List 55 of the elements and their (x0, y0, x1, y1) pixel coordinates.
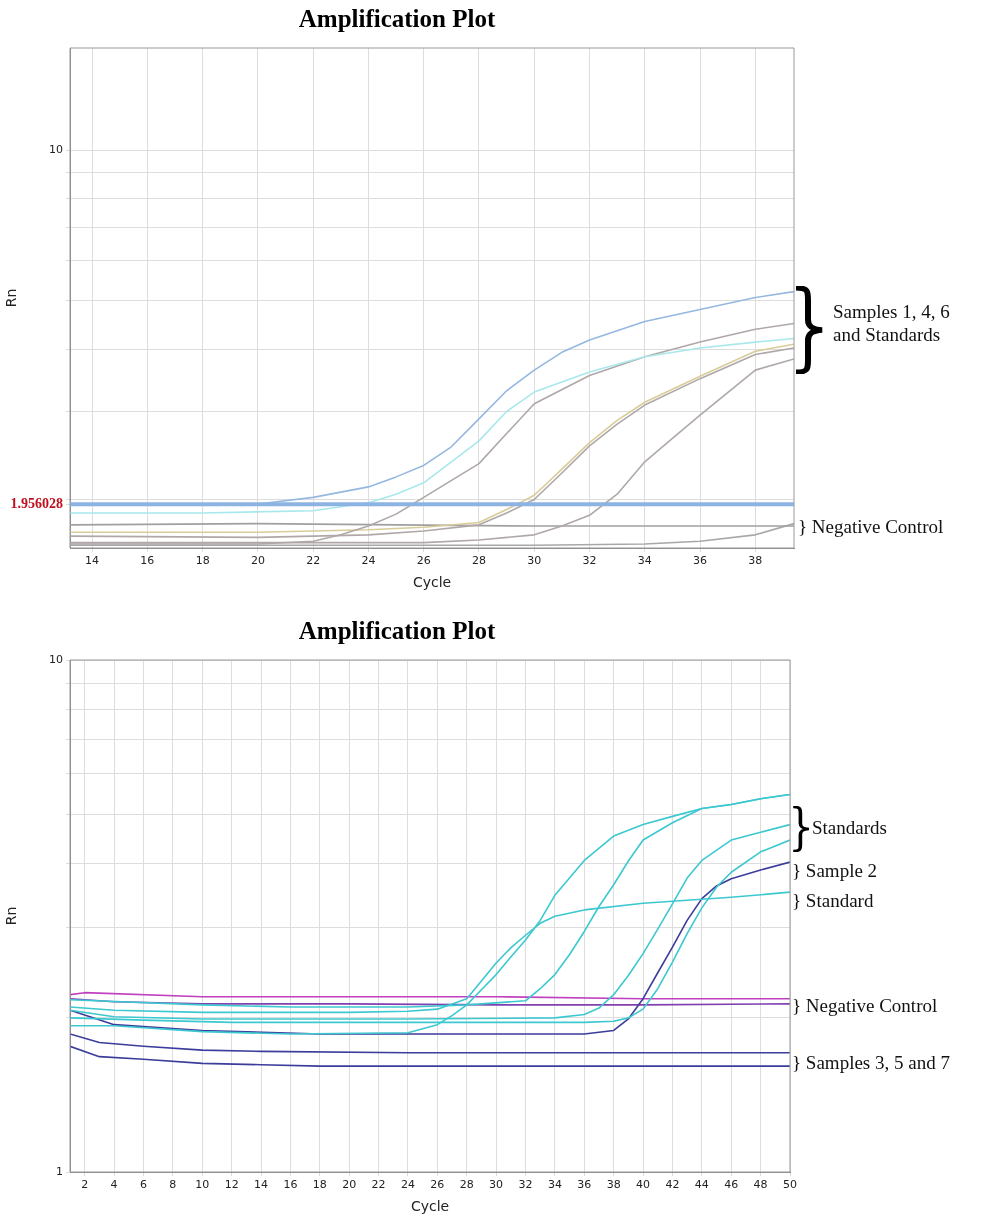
text: Standards (812, 816, 887, 839)
x-tick-label: 4 (110, 1178, 118, 1192)
x-tick-label: 28 (471, 554, 486, 568)
y-tick-label: 10 (49, 142, 63, 156)
x-tick-label: 30 (527, 554, 542, 568)
y-axis-title: Rn (3, 288, 20, 308)
x-tick-label: 32 (582, 554, 597, 568)
x-tick-label: 22 (306, 554, 321, 568)
x-tick-label: 48 (753, 1178, 768, 1192)
x-tick-label: 18 (312, 1178, 327, 1192)
x-tick-label: 50 (783, 1178, 797, 1192)
text: } Sample 2 (792, 859, 878, 882)
x-tick-label: 20 (342, 1178, 357, 1192)
x-tick-label: 24 (400, 1178, 415, 1192)
chart-title: Amplification Plot (298, 617, 496, 645)
x-tick-label: 44 (694, 1178, 709, 1192)
text: Samples 1, 4, 6 and Standards (833, 300, 951, 346)
x-tick-label: 18 (195, 554, 210, 568)
x-tick-label: 12 (224, 1178, 239, 1192)
x-axis-title: Cycle (412, 574, 452, 591)
y-tick-label: 1.956028 (10, 495, 63, 511)
x-tick-label: 2 (81, 1178, 89, 1192)
x-tick-label: 6 (139, 1178, 147, 1192)
x-tick-label: 38 (606, 1178, 621, 1192)
x-axis-title: Cycle (410, 1198, 450, 1215)
x-tick-label: 14 (254, 1178, 269, 1192)
x-tick-label: 36 (693, 554, 708, 568)
x-tick-label: 30 (489, 1178, 504, 1192)
x-tick-label: 32 (518, 1178, 533, 1192)
x-tick-label: 8 (169, 1178, 177, 1192)
y-tick-label: 10 (49, 652, 63, 666)
x-tick-label: 26 (430, 1178, 445, 1192)
x-tick-label: 22 (371, 1178, 386, 1192)
chart-title: Amplification Plot (298, 5, 496, 33)
x-tick-label: 24 (361, 554, 376, 568)
x-tick-label: 38 (748, 554, 763, 568)
x-tick-label: 40 (636, 1178, 651, 1192)
x-tick-label: 14 (85, 554, 100, 568)
text: } Samples 3, 5 and 7 (792, 1051, 950, 1074)
x-tick-label: 34 (547, 1178, 562, 1192)
x-tick-label: 34 (637, 554, 652, 568)
x-tick-label: 20 (250, 554, 265, 568)
text: } Negative Control (792, 994, 938, 1017)
x-tick-label: 36 (577, 1178, 592, 1192)
x-tick-label: 16 (283, 1178, 298, 1192)
x-tick-label: 10 (195, 1178, 210, 1192)
y-axis-title: Rn (3, 906, 20, 926)
text: } Standard (792, 889, 874, 912)
text: } Negative Control (798, 515, 944, 538)
x-tick-label: 26 (416, 554, 431, 568)
x-tick-label: 46 (724, 1178, 739, 1192)
y-tick-label: 1 (56, 1164, 63, 1178)
x-tick-label: 16 (140, 554, 155, 568)
x-tick-label: 28 (459, 1178, 474, 1192)
x-tick-label: 42 (665, 1178, 680, 1192)
